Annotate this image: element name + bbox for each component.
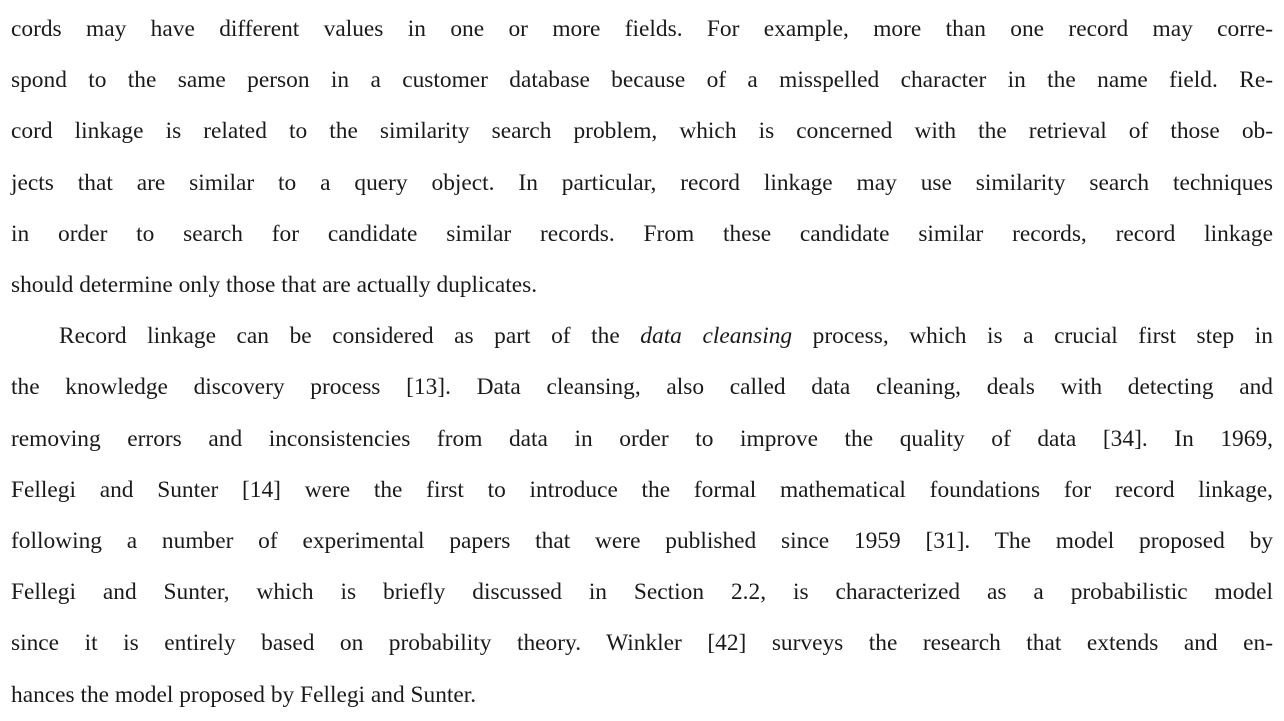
text-line: since it is entirely based on probabilit… xyxy=(11,630,1273,657)
text-line: jects that are similar to a query object… xyxy=(11,169,1273,196)
text-line: Fellegi and Sunter [14] were the first t… xyxy=(11,476,1273,503)
paragraph-2: Record linkage can be considered as part… xyxy=(11,311,1273,721)
text-line: cord linkage is related to the similarit… xyxy=(11,118,1273,145)
text-line: spond to the same person in a customer d… xyxy=(11,67,1273,94)
text-line-first: Record linkage can be considered as part… xyxy=(11,311,1273,362)
text-line: in order to search for candidate similar… xyxy=(11,220,1273,247)
text-run: process, which is a crucial first step i… xyxy=(792,323,1273,350)
text-line: cords may have different values in one o… xyxy=(11,16,1273,42)
text-line: hances the model proposed by Fellegi and… xyxy=(11,681,477,708)
text-line: should determine only those that are act… xyxy=(11,272,538,299)
paragraph-1: cords may have different values in one o… xyxy=(11,4,1273,311)
text-line: removing errors and inconsistencies from… xyxy=(11,425,1273,452)
text-run: Record linkage can be considered as part… xyxy=(59,323,641,350)
emphasized-term: data cleansing xyxy=(640,323,793,350)
text-line: the knowledge discovery process [13]. Da… xyxy=(11,374,1273,401)
text-line: following a number of experimental paper… xyxy=(11,528,1273,555)
text-line: Fellegi and Sunter, which is briefly dis… xyxy=(11,579,1273,606)
